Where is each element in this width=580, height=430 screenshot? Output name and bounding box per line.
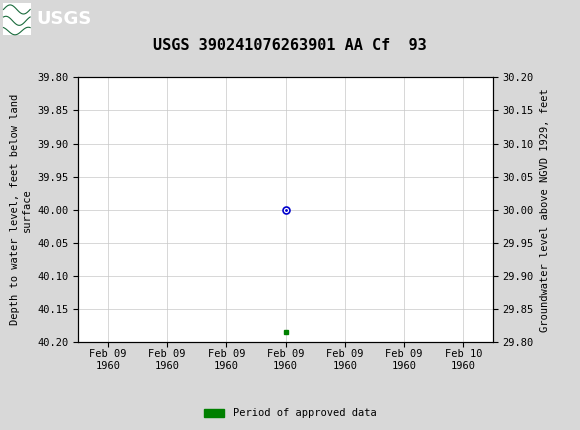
Y-axis label: Groundwater level above NGVD 1929, feet: Groundwater level above NGVD 1929, feet bbox=[539, 88, 549, 332]
Y-axis label: Depth to water level, feet below land
surface: Depth to water level, feet below land su… bbox=[10, 94, 32, 325]
Legend: Period of approved data: Period of approved data bbox=[200, 404, 380, 423]
FancyBboxPatch shape bbox=[3, 3, 31, 35]
Text: USGS 390241076263901 AA Cf  93: USGS 390241076263901 AA Cf 93 bbox=[153, 38, 427, 52]
Text: USGS: USGS bbox=[36, 10, 91, 28]
